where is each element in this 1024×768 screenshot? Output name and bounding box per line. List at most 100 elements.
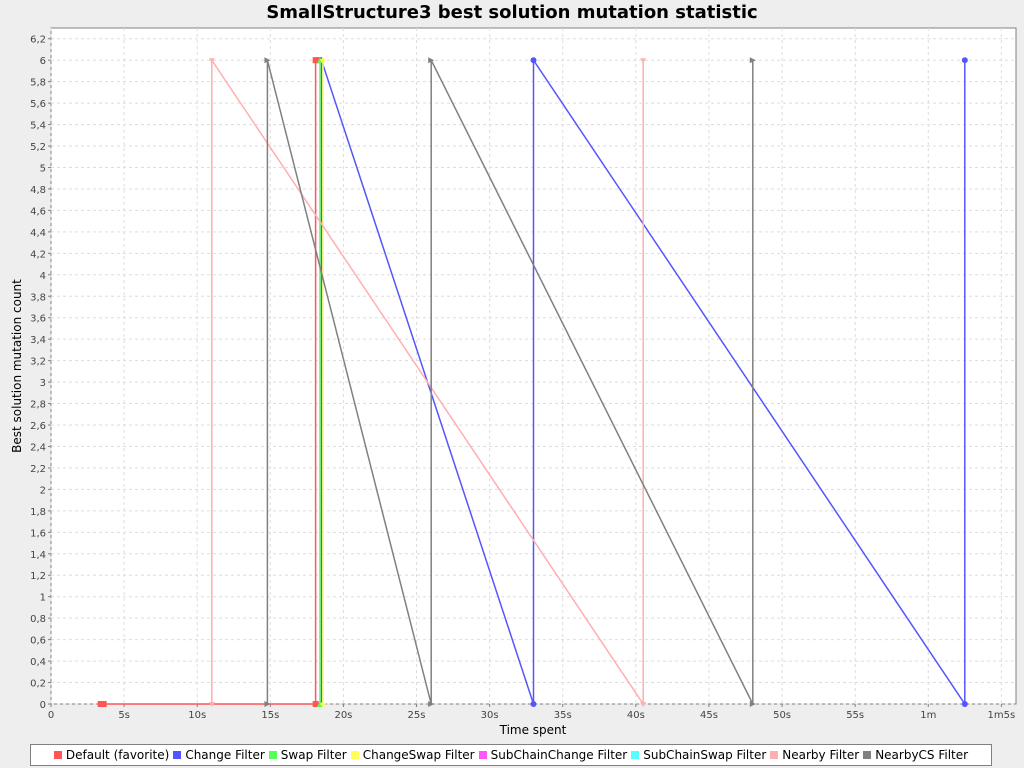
y-tick-label: 2,4 [30, 442, 46, 453]
y-axis: 0 0,2 0,4 0,6 0,8 1 1,2 1,4 1,6 1,8 2 2,2 2,4 2,6 2,8 3… [30, 35, 51, 711]
series-group [264, 57, 756, 707]
legend-label: NearbyCS Filter [875, 748, 969, 762]
y-tick-label: 0,6 [30, 636, 46, 647]
series-point [428, 701, 435, 707]
y-tick-label: 2 [40, 485, 46, 496]
legend-swatch [350, 751, 359, 759]
y-tick-label: 3,4 [30, 335, 46, 346]
series-point [319, 57, 326, 64]
y-tick-label: 4 [40, 271, 46, 282]
y-tick-label: 1 [40, 593, 46, 604]
y-tick-label: 2,6 [30, 421, 46, 432]
y-tick-label: 1,2 [30, 571, 46, 582]
series-point [530, 57, 537, 64]
y-tick-label: 4,4 [30, 228, 46, 239]
legend-swatch [863, 751, 872, 759]
legend-swatch [631, 751, 640, 759]
series-group [319, 57, 326, 707]
x-tick-label: 10s [188, 710, 206, 721]
legend-label: ChangeSwap Filter [362, 748, 475, 762]
y-axis-label: Best solution mutation count [10, 279, 24, 453]
y-tick-label: 0,4 [30, 657, 46, 668]
y-tick-label: 4,8 [30, 185, 46, 196]
y-tick-label: 5 [40, 163, 46, 174]
y-tick-label: 0,2 [30, 679, 46, 690]
legend-swatch [53, 751, 62, 759]
series-line [266, 59, 754, 705]
x-tick-label: 50s [773, 710, 791, 721]
series-point [749, 57, 756, 64]
series-point [264, 701, 271, 707]
y-tick-label: 0 [40, 700, 46, 711]
y-tick-label: 3,6 [30, 314, 46, 325]
y-tick-label: 5,4 [30, 121, 46, 132]
legend-label: Default (favorite) [65, 748, 170, 762]
x-tick-label: 40s [627, 710, 645, 721]
y-tick-label: 6,2 [30, 35, 46, 46]
x-axis: 0 5s 10s 15s 20s 25s 30s 35s 40s 45s 50s 55s 1m 1m5s [48, 704, 1015, 721]
series-line [211, 57, 644, 707]
y-tick-label: 5,6 [30, 99, 46, 110]
series-line [320, 57, 966, 707]
y-tick-label: 2,8 [30, 400, 46, 411]
series-point [640, 58, 647, 64]
y-tick-label: 4,6 [30, 206, 46, 217]
x-tick-label: 5s [118, 710, 130, 721]
y-tick-label: 5,2 [30, 142, 46, 153]
series-point [208, 702, 215, 707]
legend-item: Default (favorite) [53, 748, 170, 762]
series-point [749, 701, 756, 707]
chart-title: SmallStructure3 best solution mutation s… [266, 2, 758, 23]
series-point [100, 701, 107, 707]
legend-label: SubChainSwap Filter [643, 748, 767, 762]
x-tick-label: 20s [334, 710, 352, 721]
x-tick-label: 0 [48, 710, 54, 721]
legend-item: Nearby Filter [770, 748, 859, 762]
series-layer [97, 57, 968, 707]
legend-item: Change Filter [173, 748, 265, 762]
legend-label: Nearby Filter [782, 748, 860, 762]
series-point [264, 57, 271, 64]
y-tick-label: 1,8 [30, 507, 46, 518]
x-tick-label: 35s [554, 710, 572, 721]
legend: Default (favorite) Change Filter Swap Filt… [30, 744, 992, 766]
y-tick-label: 5,8 [30, 78, 46, 89]
series-point [961, 57, 968, 64]
legend-swatch [478, 751, 487, 759]
y-tick-label: 4,2 [30, 249, 46, 260]
y-tick-label: 0,8 [30, 614, 46, 625]
x-tick-label: 1m5s [988, 710, 1016, 721]
x-tick-label: 30s [481, 710, 499, 721]
y-tick-label: 6 [40, 56, 46, 67]
x-tick-label: 25s [408, 710, 426, 721]
x-tick-label: 15s [261, 710, 279, 721]
legend-item: SubChainSwap Filter [631, 748, 766, 762]
legend-swatch [268, 751, 277, 759]
series-point [319, 701, 326, 707]
series-point [208, 58, 215, 64]
series-point [428, 57, 435, 64]
legend-label: Swap Filter [280, 748, 347, 762]
legend-label: SubChainChange Filter [490, 748, 628, 762]
legend-swatch [173, 751, 182, 759]
series-point [640, 702, 647, 707]
x-tick-label: 45s [700, 710, 718, 721]
series-group [208, 57, 647, 707]
x-tick-label: 1m [920, 710, 936, 721]
y-tick-label: 1,6 [30, 528, 46, 539]
series-point [312, 701, 319, 707]
y-tick-label: 3 [40, 378, 46, 389]
y-tick-label: 3,8 [30, 292, 46, 303]
x-tick-label: 55s [846, 710, 864, 721]
legend-item: Swap Filter [268, 748, 347, 762]
series-point [961, 701, 968, 707]
legend-item: NearbyCS Filter [863, 748, 968, 762]
y-tick-label: 2,2 [30, 464, 46, 475]
legend-item: SubChainChange Filter [478, 748, 628, 762]
y-tick-label: 3,2 [30, 357, 46, 368]
legend-label: Change Filter [185, 748, 265, 762]
x-axis-label: Time spent [499, 723, 567, 737]
legend-swatch [770, 751, 779, 759]
chart-plot: 0 0,2 0,4 0,6 0,8 1 1,2 1,4 1,6 1,8 2 2,2 2,4 2,6 2,8 3… [10, 27, 1017, 737]
series-point [530, 701, 537, 707]
